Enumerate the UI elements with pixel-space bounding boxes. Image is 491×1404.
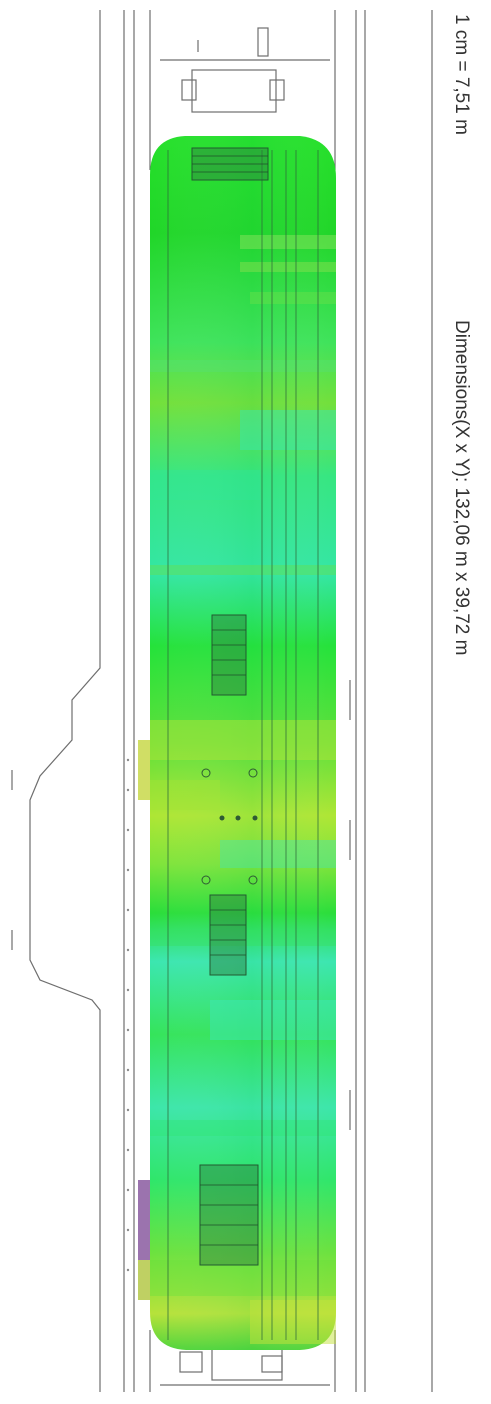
dotted-markers [126, 758, 130, 1272]
stair-steps [192, 155, 268, 1246]
pillars [201, 768, 258, 885]
heatmap-coverage [138, 136, 336, 1350]
dimensions-label: Dimensions(X x Y): 132,06 m x 39,72 m [451, 320, 472, 655]
dimensions-label-group: Dimensions(X x Y): 132,06 m x 39,72 m [451, 320, 472, 655]
pillar-dots [219, 815, 258, 821]
floorplan-outline [11, 10, 433, 1392]
scale-label: 1 cm = 7,51 m [451, 14, 472, 135]
interior-lines [167, 150, 319, 1340]
scale-label-group: 1 cm = 7,51 m [451, 14, 472, 135]
